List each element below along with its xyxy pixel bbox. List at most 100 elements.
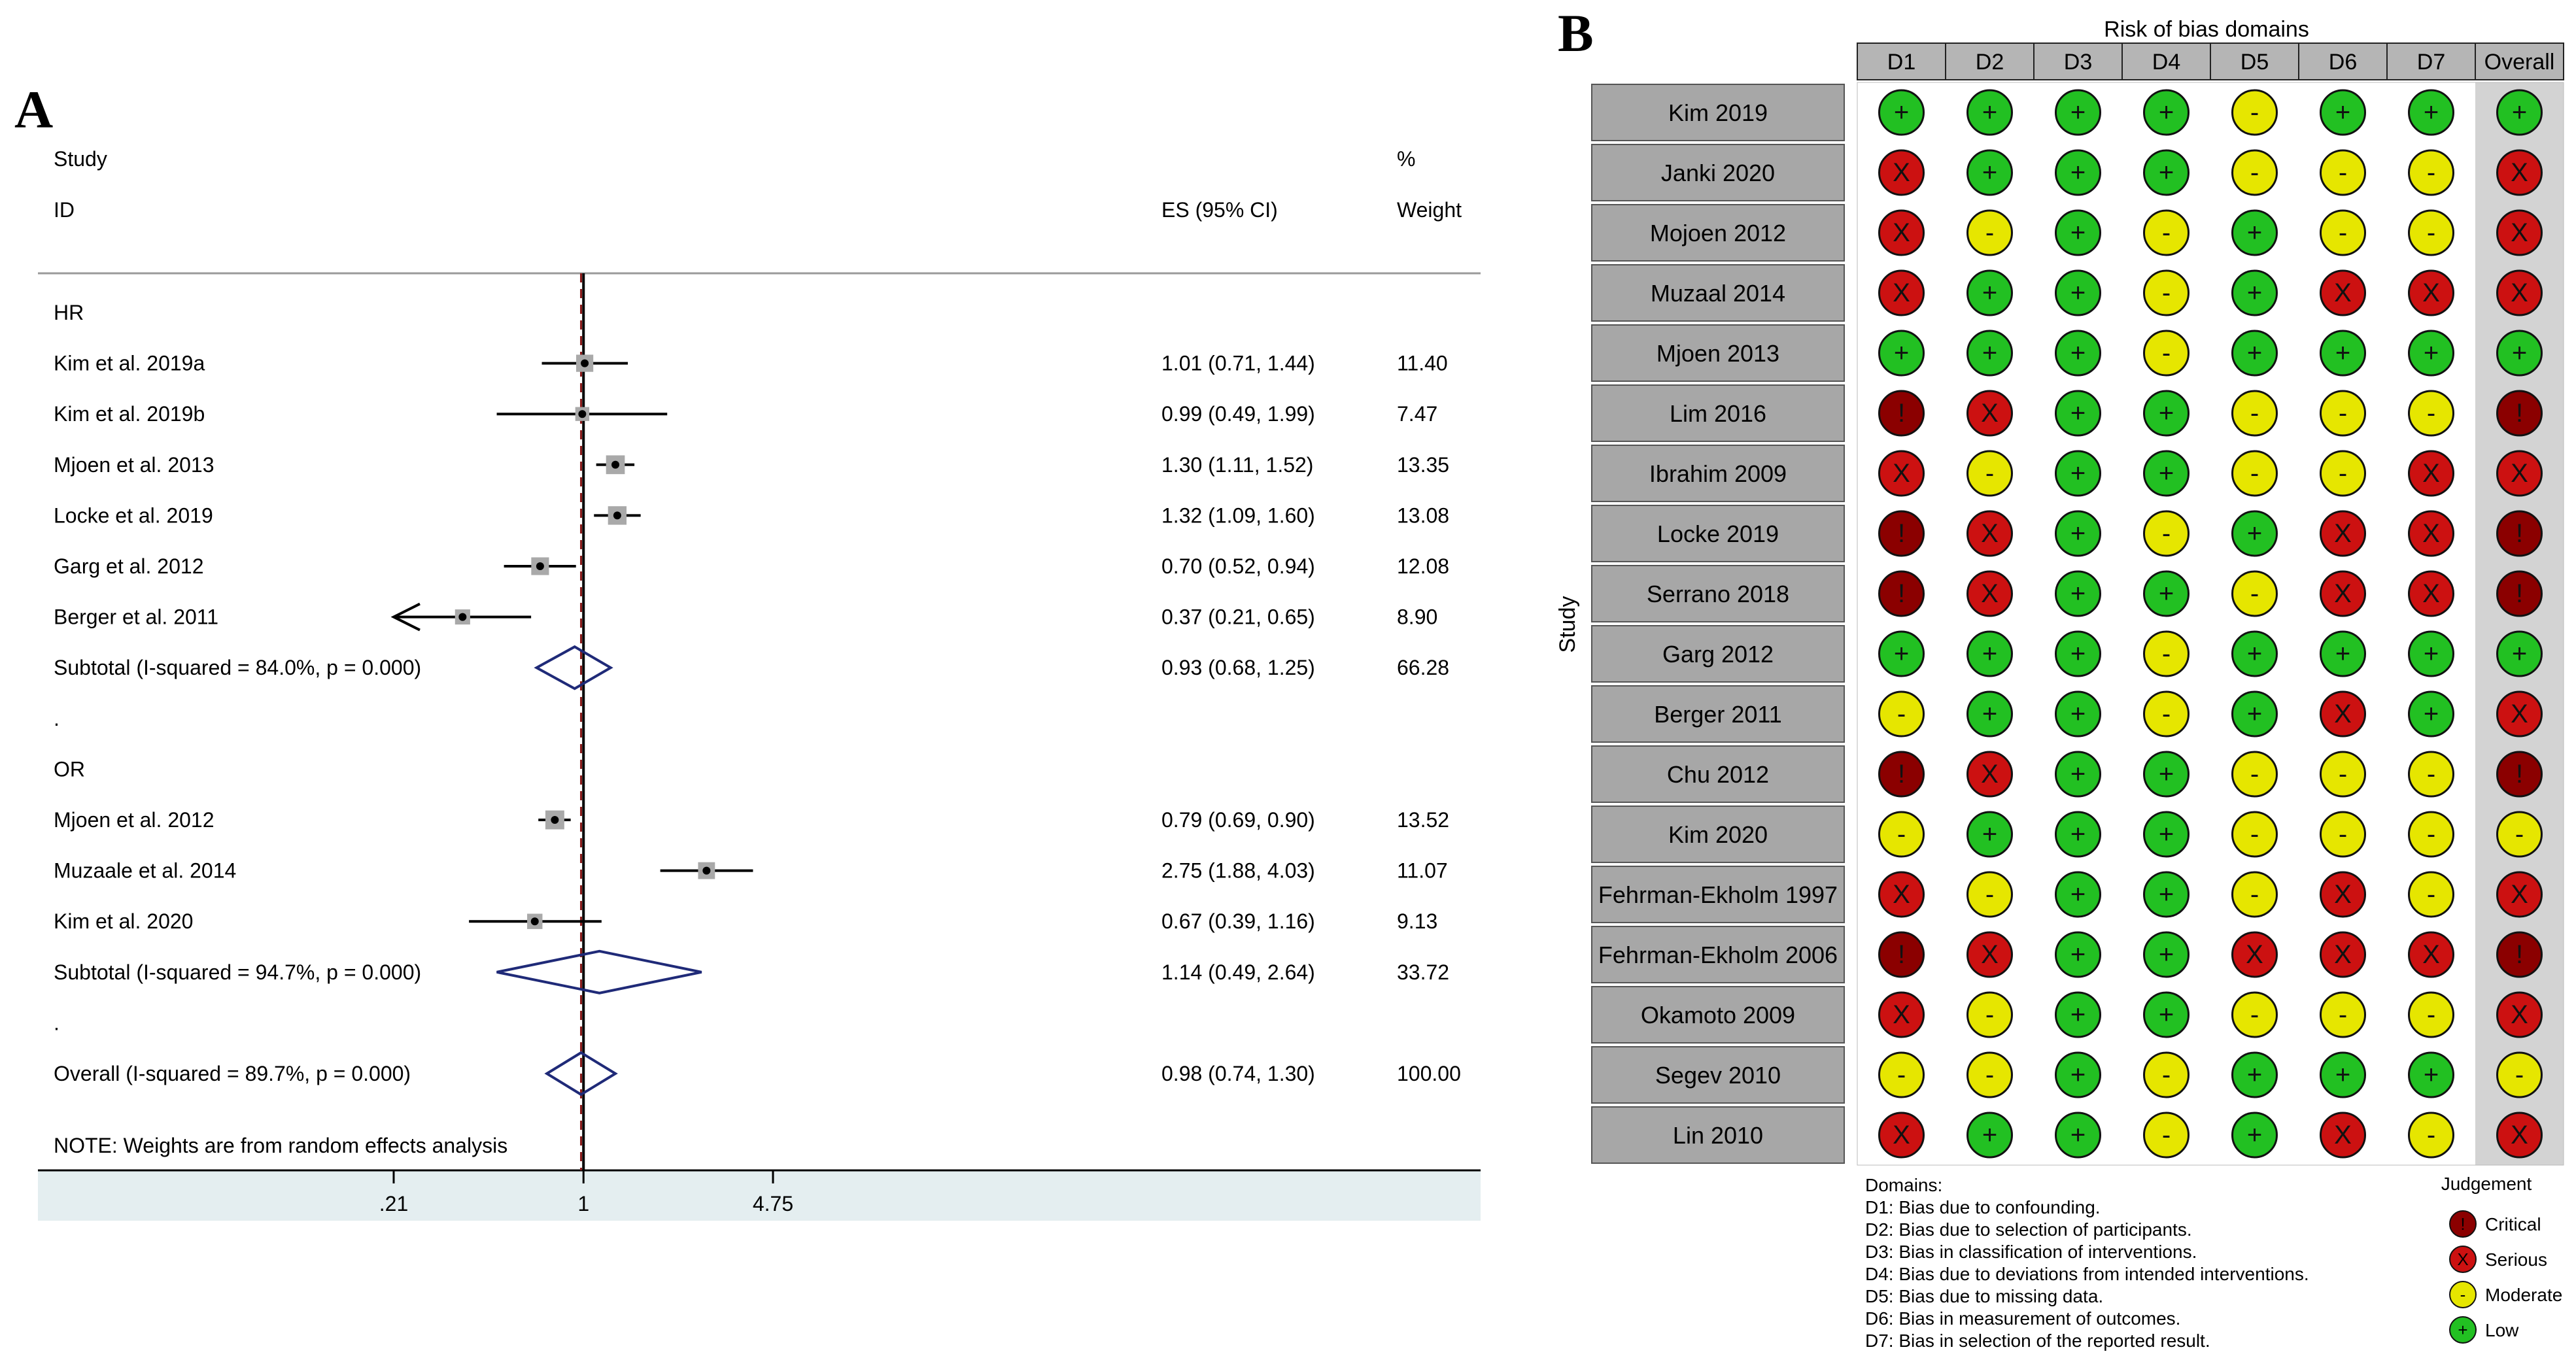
- judgement-critical-circle: [1878, 510, 1925, 557]
- judgement-low-circle: [2320, 1051, 2366, 1098]
- domain-header-cell: [1945, 42, 2035, 80]
- judgement-symbol: !: [2516, 519, 2523, 548]
- study-name-cell: [1591, 445, 1845, 502]
- legend-symbol: -: [2460, 1285, 2466, 1304]
- judgement-critical-circle: [1878, 570, 1925, 617]
- judgement-low-circle: [2231, 1051, 2278, 1098]
- study-name-cell: [1591, 1106, 1845, 1164]
- ci-arrow-left: [390, 602, 421, 632]
- judgement-low-circle: [1966, 89, 2013, 136]
- domains-legend-title: Domains:: [1865, 1175, 1942, 1195]
- domain-header-d7: D7: [2417, 50, 2445, 75]
- judgement-symbol: +: [1982, 1121, 1997, 1149]
- judgement-symbol: X: [2511, 279, 2528, 307]
- judgement-symbol: -: [2427, 1000, 2435, 1029]
- judgement-moderate-circle: [2143, 690, 2190, 738]
- judgement-symbol: -: [1897, 1061, 1906, 1089]
- judgement-low-circle: [1966, 811, 2013, 858]
- judgement-serious-circle: [2320, 871, 2366, 918]
- judgement-symbol: -: [2515, 1061, 2524, 1089]
- study-name: Fehrman-Ekholm 1997: [1598, 881, 1838, 908]
- judgement-moderate-circle: [2143, 510, 2190, 557]
- judgement-symbol: +: [2247, 639, 2262, 668]
- study-name: Garg 2012: [1662, 641, 1774, 668]
- group-label: HR: [54, 301, 84, 324]
- judgement-moderate-circle: [1966, 991, 2013, 1038]
- judgement-low-circle: [2143, 991, 2190, 1038]
- weight-value: 13.08: [1397, 503, 1449, 527]
- judgement-low-circle: [2320, 630, 2366, 677]
- judgement-symbol: +: [2512, 639, 2527, 668]
- judgement-symbol: -: [2250, 760, 2259, 789]
- judgement-low-circle: [2496, 330, 2543, 377]
- judgement-symbol: X: [1981, 940, 1999, 969]
- study-name: Fehrman-Ekholm 2006: [1598, 942, 1838, 968]
- es-ci-value: 1.14 (0.49, 2.64): [1161, 960, 1315, 984]
- judgement-symbol: X: [1893, 158, 1910, 187]
- judgement-low-circle: [2143, 931, 2190, 978]
- judgement-symbol: X: [1981, 399, 1999, 428]
- judgement-low-circle: [1966, 149, 2013, 196]
- domains-legend-item: D3: Bias in classification of interventi…: [1865, 1242, 2197, 1262]
- judgement-symbol: -: [2250, 579, 2259, 608]
- study-name-cell: [1591, 84, 1845, 141]
- judgement-symbol: X: [1893, 279, 1910, 307]
- judgement-moderate-circle: [2231, 89, 2278, 136]
- judgement-symbol: -: [1985, 1000, 1994, 1029]
- judgement-serious-circle: [2496, 450, 2543, 497]
- judgement-symbol: +: [1982, 98, 1997, 127]
- judgement-symbol: +: [2424, 700, 2439, 728]
- judgement-low-circle: [2143, 570, 2190, 617]
- judgement-serious-circle: [1878, 209, 1925, 256]
- judgement-symbol: X: [2511, 700, 2528, 728]
- judgement-symbol: +: [2247, 339, 2262, 367]
- judgement-moderate-circle: [2408, 390, 2454, 437]
- judgement-symbol: -: [2339, 399, 2347, 428]
- study-name: Segev 2010: [1655, 1062, 1781, 1089]
- judgement-symbol: X: [2422, 519, 2440, 548]
- es-ci-value: 0.93 (0.68, 1.25): [1161, 656, 1315, 679]
- domains-legend-item: D5: Bias due to missing data.: [1865, 1286, 2103, 1306]
- point-estimate: [458, 613, 467, 621]
- es-ci-value: 2.75 (1.88, 4.03): [1161, 859, 1315, 883]
- judgement-symbol: -: [2250, 158, 2259, 187]
- judgement-serious-circle: [2496, 1112, 2543, 1159]
- header-id: ID: [54, 198, 75, 222]
- judgement-serious-circle: [2408, 450, 2454, 497]
- domain-header-d5: D5: [2241, 50, 2269, 75]
- judgement-symbol: X: [2511, 158, 2528, 187]
- judgement-moderate-circle: [2231, 811, 2278, 858]
- judgement-moderate-circle: [1966, 209, 2013, 256]
- judgement-low-circle: [1966, 630, 2013, 677]
- overall-diamond: [544, 1051, 618, 1096]
- judgement-symbol: X: [2511, 459, 2528, 488]
- judgement-low-circle: [2143, 450, 2190, 497]
- judgement-serious-circle: [2320, 570, 2366, 617]
- judgement-low-circle: [1878, 630, 1925, 677]
- judgement-symbol: +: [2070, 98, 2086, 127]
- judgement-symbol: !: [2516, 760, 2523, 789]
- judgement-symbol: +: [1982, 820, 1997, 849]
- judgement-symbol: X: [2422, 579, 2440, 608]
- axis-band: [38, 1170, 1481, 1221]
- judgement-symbol: -: [2427, 880, 2435, 909]
- weight-value: 66.28: [1397, 656, 1449, 679]
- judgement-symbol: +: [2512, 98, 2527, 127]
- study-name-cell: [1591, 144, 1845, 201]
- judgement-symbol: X: [2511, 880, 2528, 909]
- point-estimate: [581, 359, 589, 367]
- judgement-symbol: -: [2162, 1121, 2171, 1149]
- judgement-symbol: +: [2424, 1061, 2439, 1089]
- judgement-symbol: +: [2159, 98, 2174, 127]
- judgement-moderate-circle: [2320, 390, 2366, 437]
- judgement-symbol: X: [1893, 218, 1910, 247]
- judgement-symbol: !: [1898, 940, 1905, 969]
- judgement-low-circle: [2055, 931, 2101, 978]
- study-name: Mojoen 2012: [1650, 220, 1786, 246]
- study-name-cell: [1591, 264, 1845, 322]
- judgement-symbol: +: [2070, 519, 2086, 548]
- judgement-symbol: -: [2427, 218, 2435, 247]
- judgement-low-circle: [1966, 1112, 2013, 1159]
- x-tick-label: 4.75: [753, 1192, 793, 1215]
